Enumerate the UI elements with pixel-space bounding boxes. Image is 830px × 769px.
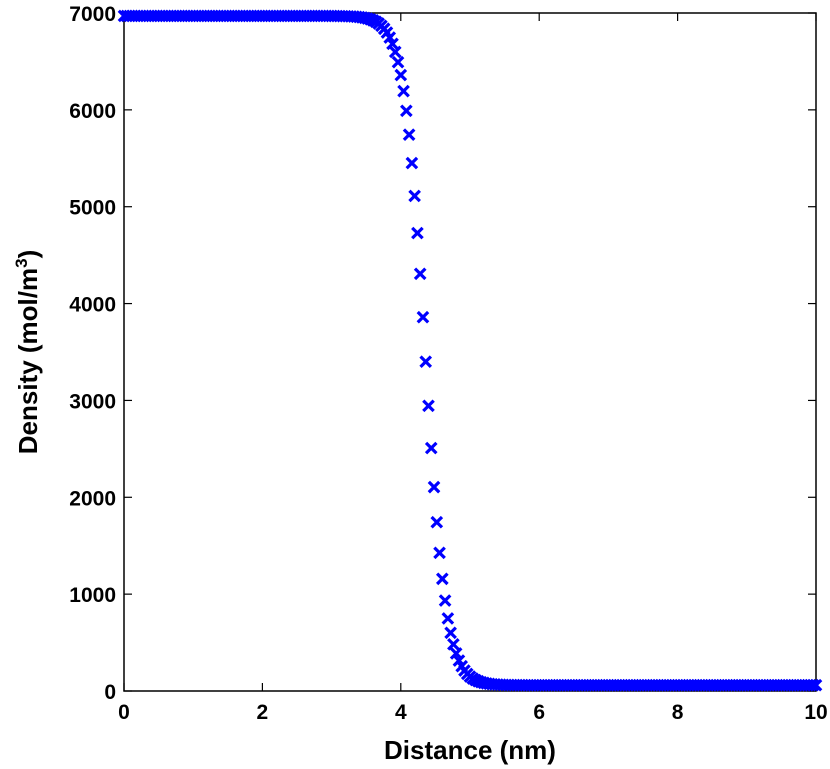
data-point [422, 399, 435, 413]
y-tick-label: 4000 [69, 294, 116, 317]
data-point [438, 594, 452, 607]
y-tick-label: 3000 [69, 390, 116, 413]
data-point [435, 572, 449, 586]
data-point [447, 638, 460, 651]
data-point [386, 37, 399, 51]
data-point [411, 226, 424, 240]
y-tick-label: 6000 [69, 100, 116, 123]
x-tick-label: 6 [533, 701, 545, 724]
data-point [427, 480, 441, 494]
y-axis-label: Density (mol/m3) [12, 250, 43, 455]
data-point [388, 45, 402, 59]
data-point [400, 104, 413, 118]
data-point [449, 647, 463, 660]
data-point [413, 267, 427, 281]
data-markers [117, 9, 823, 692]
data-point [397, 84, 410, 98]
y-tick-label: 5000 [69, 197, 116, 220]
axis-ticks: 0 2 4 6 8 10 0 1000 2000 3000 4000 5000 6000 7000 [69, 3, 827, 724]
data-point [441, 612, 455, 625]
plot-area [123, 12, 817, 692]
x-tick-label: 4 [395, 701, 407, 724]
data-point [391, 55, 405, 69]
x-tick-label: 8 [672, 701, 684, 724]
y-tick-label: 7000 [69, 3, 116, 26]
data-point [424, 441, 438, 455]
x-axis-label: Distance (nm) [384, 735, 556, 765]
y-tick-label: 1000 [69, 584, 116, 607]
data-point [408, 189, 421, 203]
data-point [444, 626, 457, 640]
data-point [419, 355, 433, 369]
y-axis-label-main: Density (mol/m [13, 268, 43, 454]
data-point [809, 678, 823, 692]
data-point [433, 546, 446, 560]
data-point [416, 310, 430, 324]
y-tick-label: 2000 [69, 487, 116, 510]
x-tick-label: 0 [118, 701, 130, 724]
data-point [430, 515, 444, 529]
x-tick-label: 2 [257, 701, 269, 724]
x-tick-label: 10 [804, 701, 827, 724]
y-axis-label-superscript: 3 [12, 258, 31, 267]
data-point [806, 678, 820, 692]
data-point [394, 68, 408, 82]
y-axis-label-suffix: ) [13, 250, 43, 259]
y-tick-label: 0 [104, 681, 116, 704]
data-point [402, 128, 416, 142]
data-point [405, 156, 419, 170]
